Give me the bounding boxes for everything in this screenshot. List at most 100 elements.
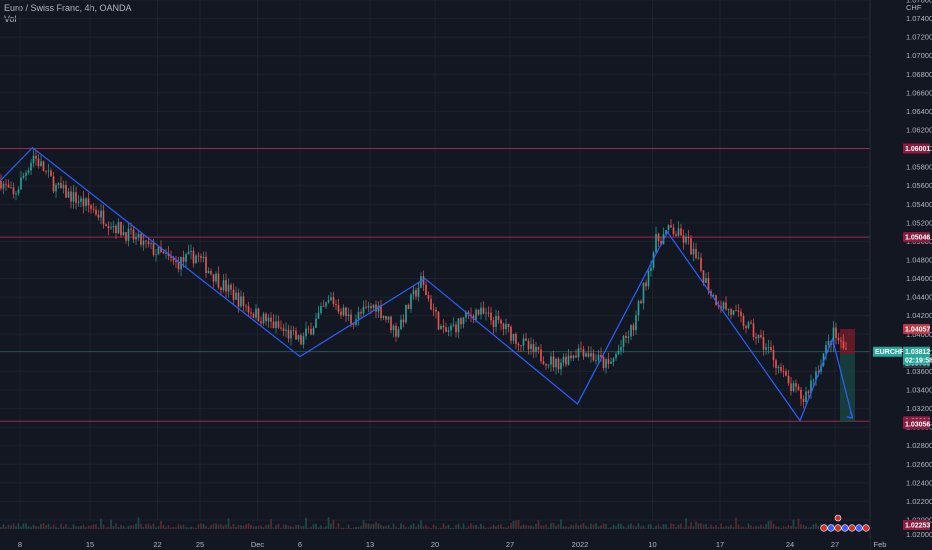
candle-body [675,234,677,236]
volume-bar [780,527,782,529]
volume-bar [450,527,452,529]
candle-body [330,297,332,300]
volume-bar [402,524,405,529]
candle-body [407,304,410,310]
candle-body [495,316,497,327]
volume-bar [617,523,620,529]
volume-bar [422,525,425,529]
candle-body [725,302,727,310]
volume-bar [687,526,690,529]
volume-bar [815,523,817,529]
candle-body [267,317,270,322]
volume-bar [567,526,570,529]
candle-body [185,254,187,262]
volume-bar [85,527,87,529]
candle-body [75,192,77,203]
candle-body [455,324,457,333]
volume-bar [225,524,227,529]
volume-bar [770,520,772,529]
candle-body [665,230,667,235]
volume-bar [790,525,792,529]
volume-bar [47,523,50,529]
candle-body [732,310,735,315]
candle-body [667,225,670,231]
candle-body [312,328,315,335]
arrow-head [846,411,854,419]
volume-bar [702,524,705,529]
volume-bar [135,523,137,529]
volume-bar [70,527,72,529]
volume-bar [232,523,235,529]
volume-bar [800,524,802,529]
candle-body [442,325,445,328]
volume-bar [370,524,372,529]
candle-body [292,330,295,332]
candle-body [535,347,537,352]
candle-body [80,198,82,202]
event-marker-icon [855,524,863,532]
candle-body [10,187,12,189]
candle-body [797,386,800,390]
level-badge-bg [903,143,930,154]
candle-body [525,338,527,341]
candle-body [290,330,292,339]
event-marker-icon [820,524,828,532]
volume-bar [732,527,735,529]
volume-bar [655,525,657,529]
volume-bar [630,523,632,529]
price-axis[interactable]: 1.07600 1.07400 1.07200 1.07000 1.06800 1.066… [869,0,932,550]
y-tick-label: 1.03600 [906,367,932,376]
level-badge: 1.05046 [905,235,930,242]
candle-body [552,356,555,368]
candle-body [357,311,360,320]
candle-body [740,311,742,316]
candle-body [405,304,407,323]
candle-body [212,274,215,282]
volume-bar [772,523,775,529]
candle-body [682,235,685,243]
volume-bar [440,527,442,529]
volume-bar [427,527,430,529]
candle-body [320,306,322,313]
candle-body [297,335,300,340]
candle-body [607,359,610,364]
candle-body [370,306,372,309]
volume-bar [500,524,502,529]
volume-bar [490,526,492,529]
volume-bar [255,526,257,529]
candle-body [702,270,705,283]
candle-body [520,345,522,347]
candle-body [492,320,495,327]
event-marker-icon [862,524,870,532]
candle-body [585,353,587,357]
volume-bar [140,523,142,529]
volume-bar [722,526,725,529]
volume-bar [807,527,810,529]
volume-bar [760,524,762,529]
volume-bar [235,526,237,529]
volume-bar [585,525,587,529]
volume-bar [517,519,520,529]
zigzag-line [0,146,854,422]
time-axis[interactable]: 8 15 22 25 Dec 6 13 20 27 2022 10 17 24 27 Feb [0,538,886,550]
candle-body [600,354,602,358]
volume-bar [535,523,537,529]
candle-body [587,353,590,357]
zigzag-drawing[interactable] [0,146,854,422]
take-profit-zone [840,353,855,422]
volume-bar [540,525,542,529]
volume-bar [302,525,305,529]
candle-body [102,210,105,225]
chart-title[interactable]: Euro / Swiss Franc, 4h, OANDA [4,3,132,13]
event-markers[interactable] [820,514,870,532]
candle-body [555,358,557,368]
candle-body [130,228,132,230]
volume-bar [492,524,495,529]
volume-bar [130,525,132,529]
candle-body [547,364,550,366]
candle-body [485,312,487,314]
volume-bar [177,524,180,529]
candle-body [457,318,460,333]
candle-body [770,347,772,350]
